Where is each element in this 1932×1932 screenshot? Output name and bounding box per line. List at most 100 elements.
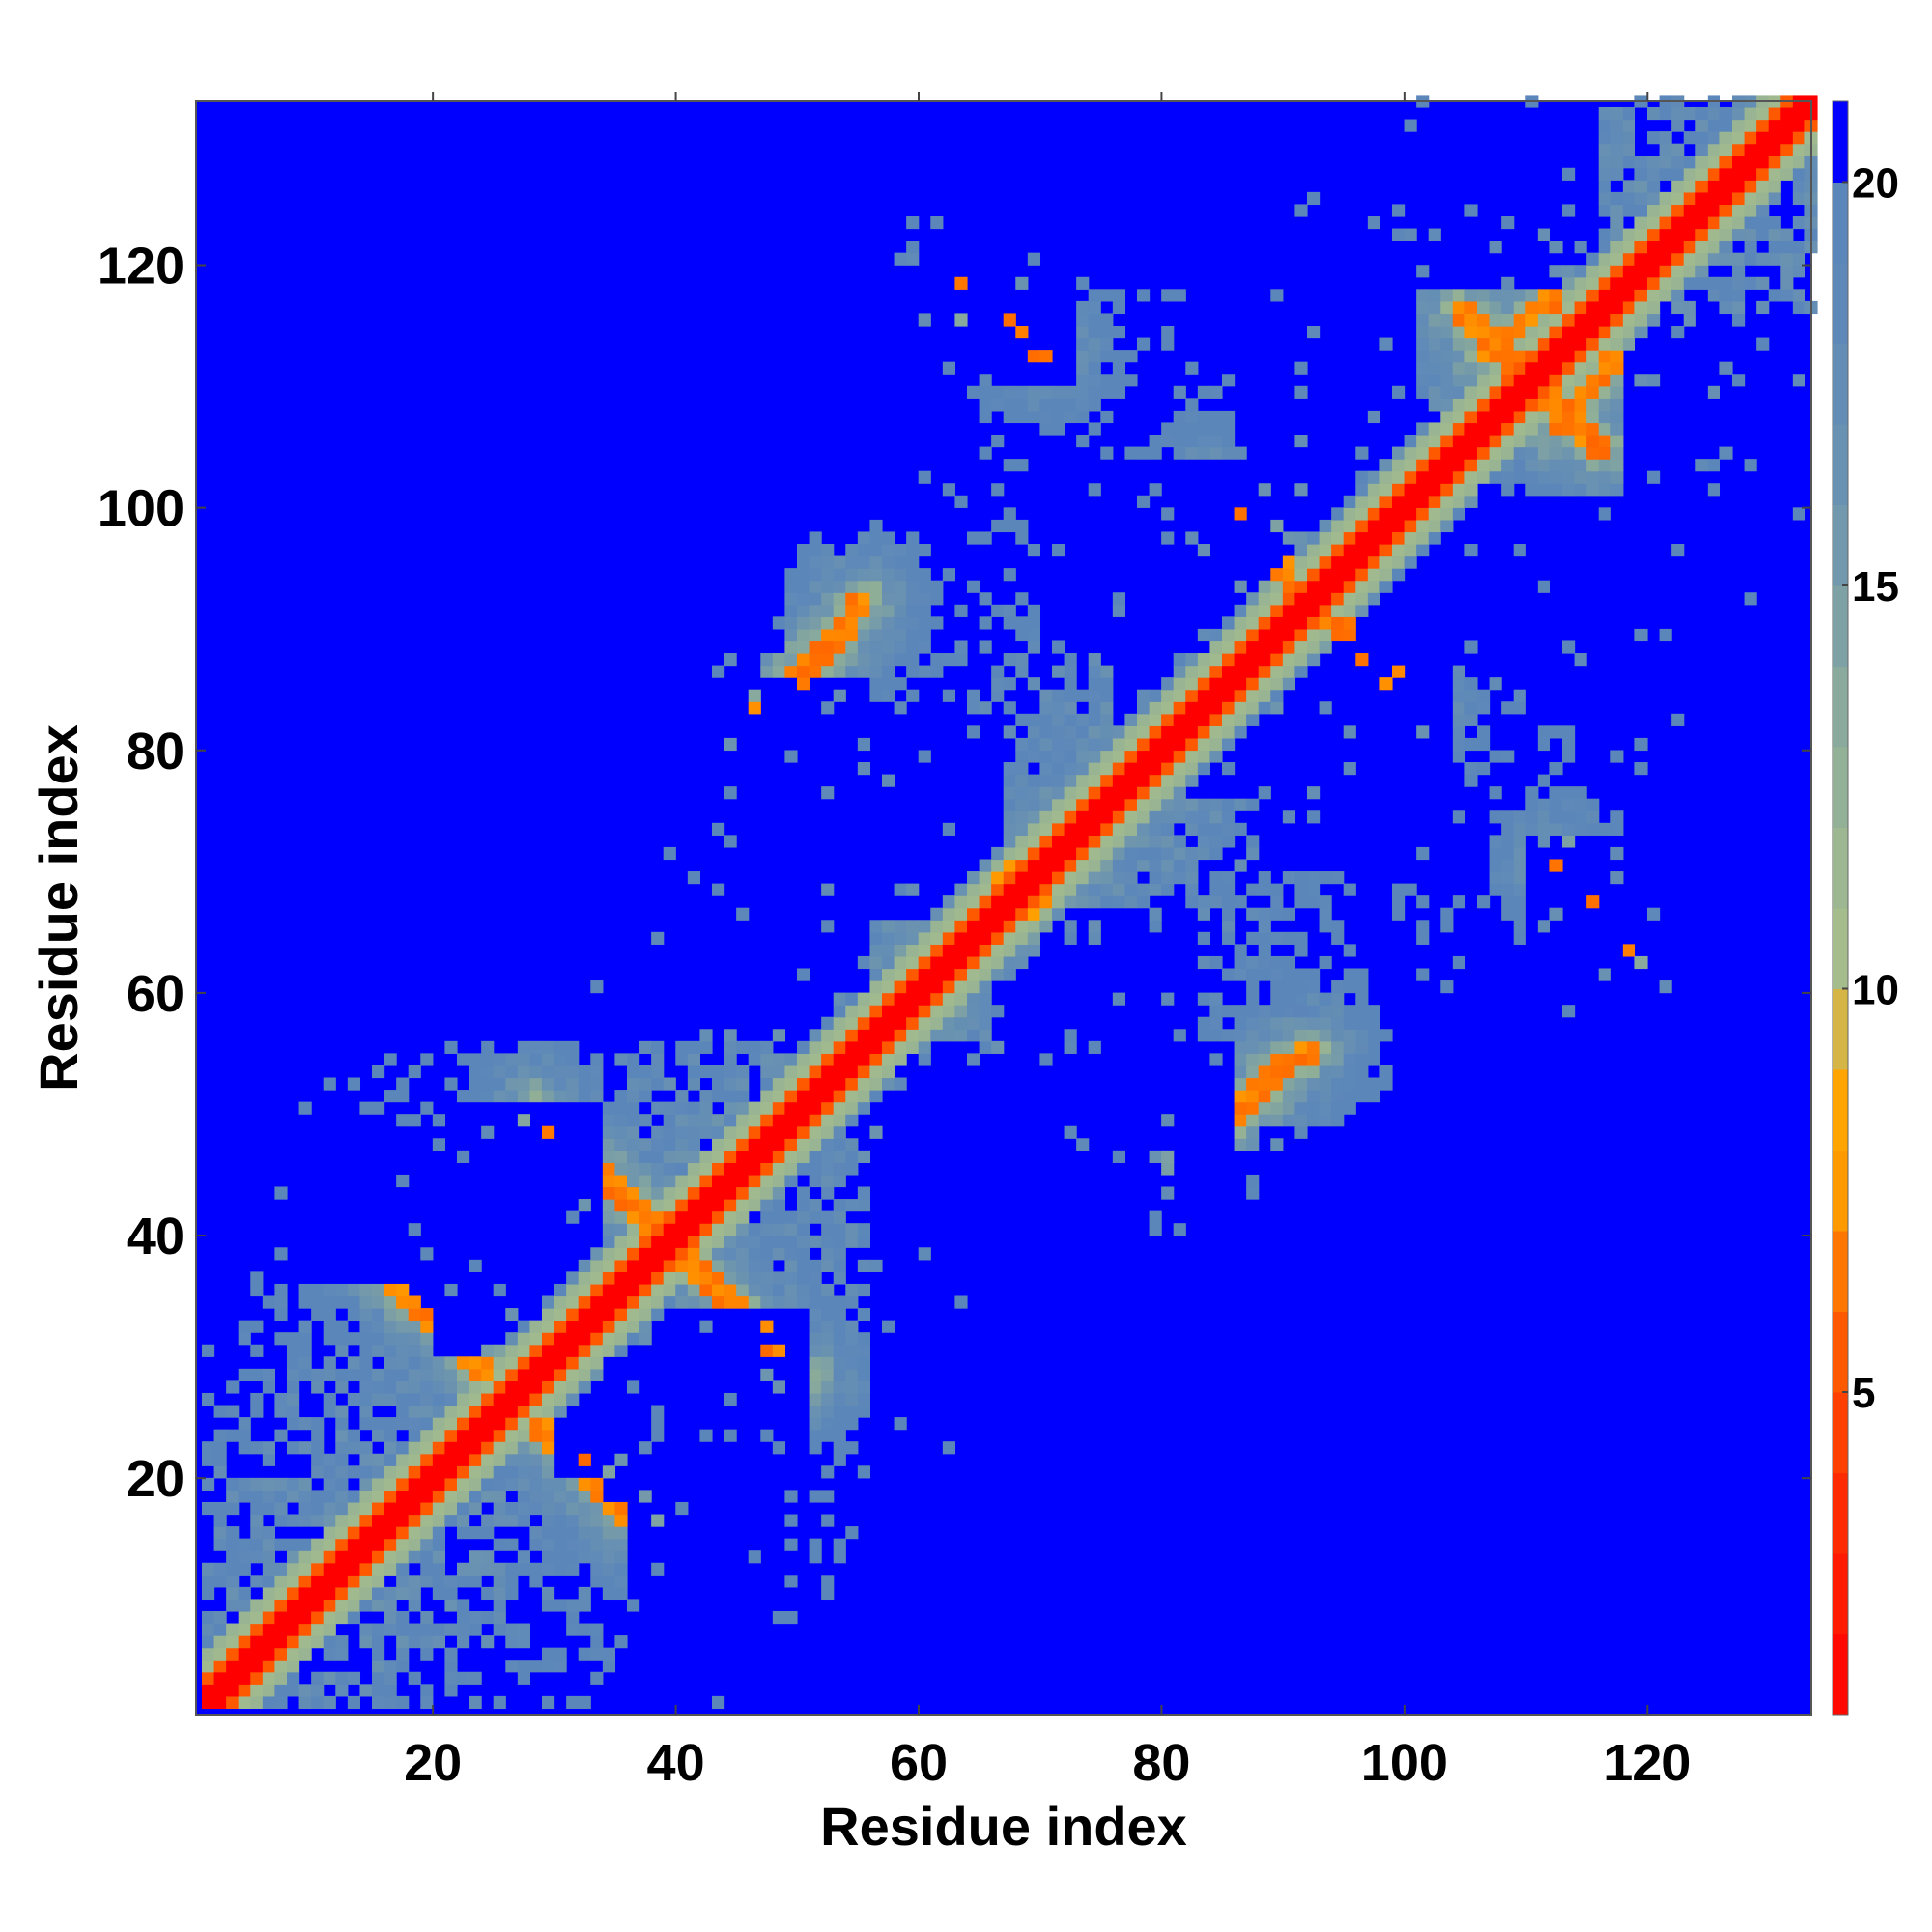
- heatmap-cell: [226, 1405, 240, 1418]
- heatmap-cell: [541, 1660, 555, 1673]
- heatmap-cell: [918, 580, 931, 593]
- heatmap-cell: [796, 568, 810, 582]
- heatmap-cell: [979, 592, 992, 606]
- heatmap-cell: [1501, 361, 1515, 375]
- heatmap-cell: [298, 1368, 312, 1381]
- heatmap-cell: [614, 1162, 628, 1176]
- heatmap-cell: [286, 1405, 300, 1418]
- heatmap-cell: [1161, 713, 1175, 726]
- heatmap-cell: [1294, 1077, 1308, 1091]
- heatmap-cell: [1586, 313, 1600, 327]
- heatmap-cell: [1124, 750, 1138, 763]
- heatmap-cell: [991, 677, 1005, 691]
- heatmap-cell: [626, 1271, 640, 1285]
- heatmap-cell: [894, 1016, 907, 1030]
- heatmap-cell: [1501, 846, 1515, 861]
- heatmap-cell: [1707, 131, 1721, 145]
- heatmap-cell: [1513, 895, 1526, 909]
- heatmap-cell: [1258, 1090, 1271, 1103]
- heatmap-cell: [578, 1090, 591, 1103]
- heatmap-cell: [1306, 604, 1321, 617]
- heatmap-cell: [894, 1053, 907, 1066]
- heatmap-cell: [1525, 810, 1539, 824]
- colorbar-frame: [1832, 100, 1849, 1716]
- heatmap-cell: [1792, 131, 1806, 145]
- heatmap-cell: [906, 215, 920, 230]
- heatmap-cell: [1355, 470, 1369, 484]
- heatmap-cell: [493, 1441, 506, 1455]
- heatmap-cell: [554, 1392, 567, 1406]
- heatmap-cell: [1306, 1090, 1321, 1103]
- heatmap-cell: [1731, 131, 1746, 145]
- heatmap-cell: [1367, 1029, 1381, 1042]
- heatmap-cell: [881, 1077, 895, 1091]
- heatmap-cell: [906, 544, 920, 557]
- heatmap-cell: [626, 1599, 640, 1612]
- heatmap-cell: [1464, 313, 1478, 327]
- heatmap-cell: [493, 1283, 506, 1297]
- heatmap-cell: [857, 1465, 871, 1479]
- heatmap-cell: [444, 1501, 458, 1516]
- heatmap-cell: [1646, 204, 1661, 217]
- heatmap-cell: [1088, 895, 1101, 909]
- heatmap-cell: [432, 1368, 446, 1381]
- heatmap-cell: [1622, 191, 1636, 206]
- heatmap-cell: [578, 1586, 591, 1601]
- heatmap-cell: [1112, 895, 1126, 909]
- heatmap-cell: [1064, 895, 1077, 909]
- heatmap-cell: [1319, 1114, 1332, 1127]
- heatmap-cell: [359, 1623, 373, 1636]
- heatmap-cell: [1100, 325, 1114, 339]
- heatmap-cell: [918, 1247, 931, 1261]
- heatmap-cell: [286, 1368, 300, 1381]
- heatmap-cell: [371, 1575, 385, 1588]
- heatmap-cell: [396, 1501, 410, 1516]
- heatmap-cell: [1136, 883, 1151, 896]
- heatmap-cell: [809, 1065, 822, 1079]
- heatmap-cell: [1489, 435, 1502, 448]
- heatmap-cell: [1707, 241, 1721, 254]
- heatmap-cell: [833, 1392, 846, 1406]
- heatmap-cell: [845, 1065, 859, 1079]
- heatmap-cell: [517, 1453, 531, 1466]
- heatmap-cell: [699, 1247, 713, 1261]
- heatmap-cell: [1452, 398, 1466, 412]
- heatmap-cell: [1586, 350, 1600, 363]
- heatmap-cell: [614, 1223, 628, 1236]
- heatmap-cell: [1100, 871, 1114, 885]
- heatmap-cell: [1234, 507, 1247, 521]
- heatmap-cell: [1161, 1186, 1175, 1200]
- heatmap-cell: [1185, 689, 1199, 702]
- heatmap-cell: [1161, 992, 1175, 1006]
- heatmap-cell: [784, 1138, 798, 1151]
- heatmap-cell: [1221, 920, 1236, 933]
- heatmap-cell: [432, 1138, 446, 1151]
- heatmap-cell: [1513, 689, 1526, 702]
- heatmap-cell: [469, 1550, 482, 1564]
- heatmap-cell: [1027, 750, 1041, 763]
- heatmap-cell: [1051, 398, 1065, 412]
- heatmap-cell: [274, 1538, 288, 1551]
- heatmap-cell: [1756, 131, 1770, 145]
- heatmap-cell: [566, 1053, 580, 1066]
- heatmap-cell: [1015, 762, 1029, 776]
- heatmap-cell: [590, 1623, 604, 1636]
- heatmap-cell: [626, 1090, 640, 1103]
- heatmap-cell: [274, 1684, 288, 1697]
- heatmap-cell: [298, 1550, 312, 1564]
- heatmap-cell: [529, 1090, 543, 1103]
- heatmap-cell: [639, 1065, 652, 1079]
- heatmap-cell: [1367, 580, 1381, 593]
- heatmap-cell: [529, 1380, 543, 1394]
- heatmap-cell: [505, 1380, 519, 1394]
- heatmap-cell: [432, 1392, 446, 1406]
- heatmap-cell: [639, 1308, 652, 1321]
- heatmap-cell: [1610, 131, 1624, 145]
- heatmap-cell: [1015, 628, 1029, 642]
- heatmap-cell: [1464, 446, 1478, 460]
- y-tick-label: 60: [127, 965, 185, 1023]
- heatmap-cell: [809, 1417, 822, 1431]
- heatmap-cell: [675, 1199, 689, 1212]
- colorbar-segment: [1833, 1472, 1848, 1554]
- heatmap-cell: [1051, 907, 1065, 921]
